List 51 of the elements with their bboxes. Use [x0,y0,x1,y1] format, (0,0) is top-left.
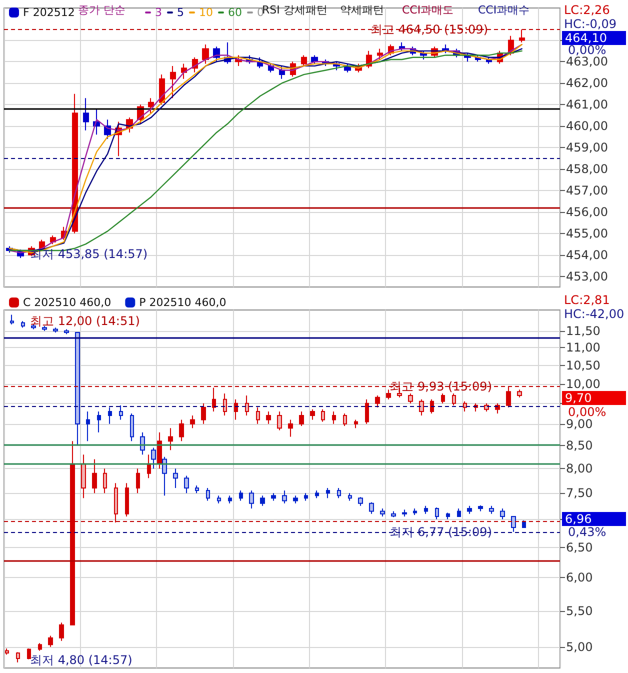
legend-label: C 202510 460,0 [23,296,112,309]
y-tick-label: 455,00 [566,226,608,240]
annotation: 최고 12,00 (14:51) [30,314,140,328]
legend-label: 5 [177,6,184,19]
y-tick-label: 9,00 [566,416,593,431]
text: HC:-0,09 [564,17,616,31]
y-tick-label: 8,00 [566,462,593,476]
y-tick-label: 10,50 [566,358,600,372]
y-tick-label: 453,00 [566,269,608,284]
text: 464,10 [565,31,607,45]
text: 0,00% [568,405,606,419]
y-tick-label: 6,50 [566,540,593,554]
y-tick-label: 457,00 [566,183,608,198]
y-tick-label: 456,00 [566,204,608,219]
annotation: 약세패턴 [340,4,384,16]
legend-label: 10 [198,6,213,19]
y-tick-label: 459,00 [566,140,608,154]
annotation: 최저 6,77 (15:09) [390,524,492,539]
y-tick-label: 5,00 [566,640,593,654]
legend-label: P 202510 460,0 [139,296,226,309]
y-tick-label: 5,50 [566,604,593,618]
y-tick-label: 463,00 [566,54,608,69]
y-tick-label: 11,50 [566,324,600,338]
text: LC:2,81 [564,293,610,307]
text: 9,70 [565,391,592,405]
legend-title: 종가 단순 [78,4,126,16]
legend-label: 60 [228,6,242,19]
y-tick-label: 461,00 [566,98,608,112]
legend-label: 3 [155,6,162,19]
text: 6,96 [565,512,592,526]
y-tick-label: 7,50 [566,486,593,500]
text: 0,43% [568,525,606,539]
y-tick-label: 458,00 [566,162,608,176]
annotation: CCI과매수 [478,4,530,16]
text: LC:2,26 [564,3,610,17]
y-tick-label: 8,50 [566,438,593,453]
y-tick-label: 462,00 [566,76,608,90]
annotation: 최고 464,50 (15:09) [370,22,488,36]
y-tick-label: 454,00 [566,248,608,262]
annotation: RSI 강세패턴 [262,4,328,16]
y-tick-label: 10,00 [566,376,600,391]
text: HC:-42,00 [564,307,624,321]
annotation: CCI과매도 [402,4,454,16]
annotation: 최저 453,85 (14:57) [30,247,148,261]
y-tick-label: 11,00 [566,340,600,355]
legend-label: F 202512 [23,6,75,19]
text: 0,00% [568,43,606,57]
legend-label: 0 [256,6,264,19]
annotation: 최저 4,80 (14:57) [30,653,132,667]
y-tick-label: 6,00 [566,570,593,585]
y-tick-label: 460,00 [566,119,608,134]
